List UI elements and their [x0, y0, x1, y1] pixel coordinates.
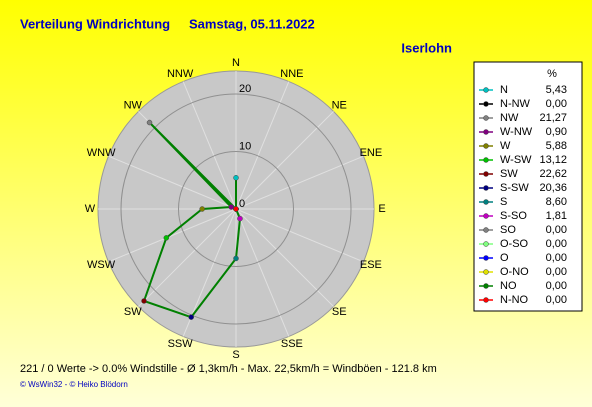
legend-value: 0,00 [546, 98, 567, 110]
legend-marker [483, 227, 489, 233]
legend-name: NO [500, 280, 517, 292]
point [141, 298, 147, 304]
legend-name: O-SO [500, 238, 529, 250]
legend-value: 1,81 [546, 210, 567, 222]
grid-ring [178, 151, 294, 267]
legend-value: 22,62 [539, 168, 567, 180]
point [233, 255, 239, 262]
legend-value: 0,00 [546, 280, 567, 292]
legend-marker [483, 143, 489, 149]
legend-name: W-SW [500, 154, 532, 166]
legend-marker [483, 297, 489, 303]
point [233, 206, 239, 212]
point [233, 175, 239, 181]
direction-label: WSW [87, 259, 116, 271]
credit: © WsWin32 - © Heiko Blödorn [20, 380, 128, 389]
legend-name: N [500, 84, 508, 96]
legend-value: 13,12 [539, 154, 567, 166]
direction-label: WNW [87, 147, 116, 159]
legend-name: O-NO [500, 266, 529, 278]
legend-marker [483, 157, 489, 163]
direction-label: SSE [281, 338, 303, 350]
legend-marker [483, 241, 489, 247]
direction-label: S [232, 349, 239, 361]
legend-value: 0,00 [546, 294, 567, 306]
point [163, 235, 170, 241]
direction-label: NE [332, 100, 347, 112]
legend-value: 21,27 [539, 112, 567, 124]
legend-value: 20,36 [539, 182, 567, 194]
legend-value: 0,00 [546, 266, 567, 278]
legend-name: N-NW [500, 98, 531, 110]
direction-label: NNW [167, 68, 194, 80]
legend-name: W [500, 140, 511, 152]
chart-subtitle: Samstag, 05.11.2022 [189, 16, 315, 31]
footer: 221 / 0 Werte -> 0.0% Windstille - Ø 1,3… [20, 363, 437, 375]
direction-label: SW [124, 306, 142, 318]
legend-title: % [547, 68, 557, 80]
legend-marker [483, 171, 489, 177]
legend-value: 0,00 [546, 252, 567, 264]
legend-value: 5,43 [546, 84, 567, 96]
legend-marker [483, 269, 489, 275]
legend-marker [483, 213, 489, 219]
point [188, 314, 194, 320]
legend-marker [483, 283, 489, 289]
direction-label: ENE [360, 147, 383, 159]
legend-name: S-SO [500, 210, 527, 222]
legend-value: 8,60 [546, 196, 567, 208]
direction-label: ESE [360, 259, 382, 271]
legend-name: N-NO [500, 294, 529, 306]
legend-marker [483, 129, 489, 135]
direction-label: SSW [168, 338, 194, 350]
legend-marker [483, 255, 489, 261]
legend-marker [483, 87, 489, 93]
legend-value: 0,00 [546, 224, 567, 236]
legend-name: SO [500, 224, 516, 236]
point [199, 206, 205, 212]
legend-name: SW [500, 168, 518, 180]
point [146, 119, 153, 126]
legend-name: W-NW [500, 126, 533, 138]
legend-value: 0,00 [546, 238, 567, 250]
legend-name: S [500, 196, 507, 208]
location: Iserlohn [401, 40, 452, 55]
direction-label: NNE [280, 68, 303, 80]
legend-marker [483, 101, 489, 107]
r-tick-label: 0 [239, 198, 245, 210]
direction-label: NW [124, 100, 143, 112]
direction-label: W [85, 203, 96, 215]
legend-name: NW [500, 112, 519, 124]
point [228, 204, 234, 210]
legend-marker [483, 115, 489, 121]
legend-name: S-SW [500, 182, 529, 194]
legend-value: 5,88 [546, 140, 567, 152]
legend-value: 0,90 [546, 126, 567, 138]
legend-name: O [500, 252, 509, 264]
r-tick-label: 20 [239, 83, 251, 95]
direction-label: N [232, 57, 240, 69]
legend-marker [483, 199, 489, 205]
direction-label: SE [332, 306, 347, 318]
chart-title: Verteilung Windrichtung [20, 16, 170, 31]
legend-marker [483, 185, 489, 191]
point [237, 215, 243, 222]
direction-label: E [378, 203, 385, 215]
r-tick-label: 10 [239, 140, 251, 152]
grid-ring [120, 93, 352, 325]
